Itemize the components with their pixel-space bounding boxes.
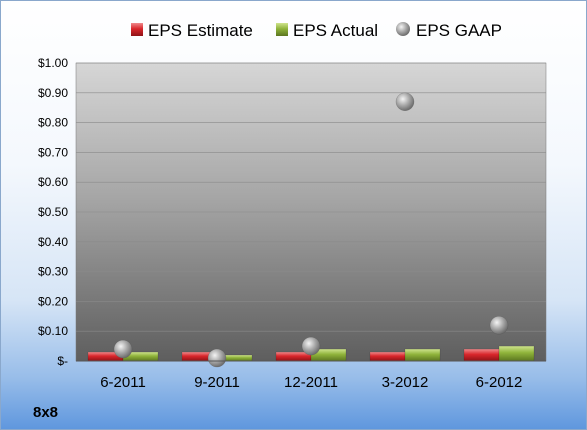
- legend-marker-eps-gaap: [396, 22, 410, 36]
- x-tick-label: 6-2012: [476, 374, 523, 391]
- bar-eps-estimate: [463, 348, 500, 362]
- legend-label-eps-gaap: EPS GAAP: [416, 21, 502, 40]
- gaap-points: [113, 92, 509, 368]
- legend-item-eps-estimate: EPS Estimate: [131, 21, 253, 40]
- y-tick-label: $1.00: [38, 56, 68, 70]
- y-axis: $- $0.10 $0.20 $0.30 $0.40 $0.50 $0.60 $0.70 $0.…: [38, 56, 68, 368]
- bar-eps-estimate: [369, 351, 406, 362]
- legend-swatch-eps-estimate: [131, 23, 143, 36]
- y-tick-label: $0.90: [38, 86, 68, 100]
- legend-label-eps-estimate: EPS Estimate: [148, 21, 253, 40]
- x-tick-label: 3-2012: [382, 374, 429, 391]
- point-eps-gaap: [301, 336, 321, 356]
- y-tick-label: $0.10: [38, 324, 68, 338]
- point-eps-gaap: [207, 348, 227, 368]
- y-tick-label: $0.50: [38, 205, 68, 219]
- legend-label-eps-actual: EPS Actual: [293, 21, 378, 40]
- legend: EPS Estimate EPS Actual EPS GAAP: [131, 21, 502, 40]
- legend-item-eps-actual: EPS Actual: [276, 21, 378, 40]
- point-eps-gaap: [395, 92, 415, 111]
- y-tick-label: $0.20: [38, 294, 68, 308]
- x-tick-label: 6-2011: [100, 374, 146, 391]
- y-tick-label: $0.70: [38, 145, 68, 159]
- gridlines: [76, 62, 546, 332]
- bar-eps-actual: [498, 345, 535, 362]
- y-tick-label: $0.30: [38, 265, 68, 279]
- legend-item-eps-gaap: EPS GAAP: [396, 21, 502, 40]
- point-eps-gaap: [489, 315, 509, 335]
- y-tick-label: $0.60: [38, 175, 68, 189]
- x-tick-label: 12-2011: [284, 374, 338, 391]
- company-label: 8x8: [33, 404, 58, 421]
- y-tick-label: $-: [57, 354, 68, 368]
- bars: [87, 345, 535, 362]
- legend-swatch-eps-actual: [276, 23, 288, 36]
- y-tick-label: $0.40: [38, 235, 68, 249]
- x-tick-label: 9-2011: [194, 374, 240, 391]
- x-axis: 6-2011 9-2011 12-2011 3-2012 6-2012: [100, 374, 522, 391]
- point-eps-gaap: [113, 339, 133, 359]
- bar-eps-actual: [404, 348, 441, 362]
- y-tick-label: $0.80: [38, 116, 68, 130]
